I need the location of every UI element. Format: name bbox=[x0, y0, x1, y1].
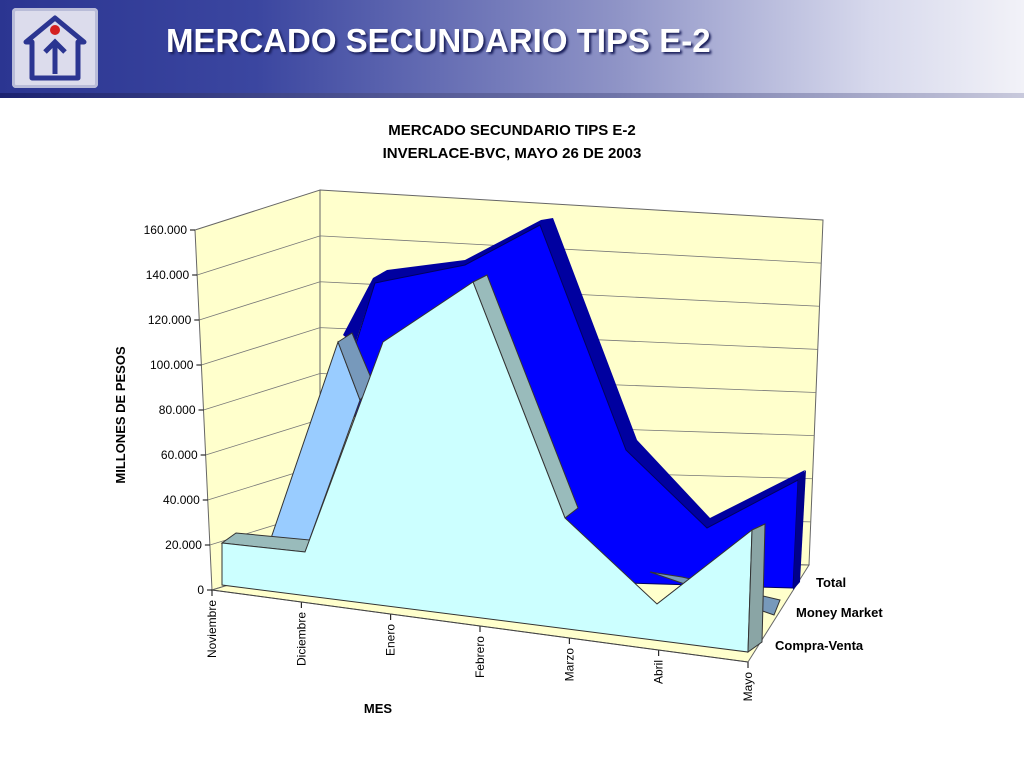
x-tick-label: Diciembre bbox=[294, 612, 308, 666]
x-tick-label: Mayo bbox=[741, 672, 755, 702]
grid-line bbox=[197, 235, 822, 276]
series-compra-venta bbox=[220, 274, 766, 653]
grid-line bbox=[199, 281, 820, 321]
y-tick-label: 0 bbox=[197, 583, 204, 597]
chart-subtitle: INVERLACE-BVC, MAYO 26 DE 2003 bbox=[383, 145, 642, 162]
series-label-money-market: Money Market bbox=[796, 605, 883, 620]
header-shadow bbox=[0, 93, 1024, 98]
y-axis-title: MILLONES DE PESOS bbox=[113, 346, 128, 484]
total-side bbox=[793, 470, 806, 590]
y-tick-label: 20.000 bbox=[165, 538, 202, 552]
x-tick-label: Abril bbox=[652, 660, 666, 684]
y-tick-label: 80.000 bbox=[159, 403, 196, 417]
y-axis-ticks: 0 20.000 40.000 60.000 80.000 100.000 120.000 1… bbox=[144, 223, 212, 597]
page-title: MERCADO SECUNDARIO TIPS E-2 bbox=[166, 22, 711, 59]
y-tick-label: 40.000 bbox=[163, 493, 200, 507]
y-tick-label: 160.000 bbox=[144, 223, 188, 237]
x-tick-label: Marzo bbox=[562, 648, 576, 682]
x-axis-title: MES bbox=[364, 701, 393, 716]
x-tick-label: Noviembre bbox=[205, 600, 219, 658]
grid-line bbox=[203, 373, 817, 411]
y-tick-label: 60.000 bbox=[161, 448, 198, 462]
compra-venta-area bbox=[221, 281, 753, 653]
header-bar bbox=[0, 0, 1024, 98]
compra-venta-side bbox=[747, 523, 766, 653]
chart-title: MERCADO SECUNDARIO TIPS E-2 bbox=[388, 122, 636, 139]
y-tick-label: 120.000 bbox=[148, 313, 192, 327]
x-tick-label: Febrero bbox=[473, 636, 487, 678]
series-label-compra-venta: Compra-Venta bbox=[775, 638, 864, 653]
total-depth-top bbox=[343, 218, 805, 528]
x-axis-line bbox=[211, 589, 749, 663]
x-tick-label: Enero bbox=[384, 624, 398, 656]
x-axis-ticks: Noviembre Diciembre Enero Febrero Marzo Abril… bbox=[205, 589, 755, 702]
series-label-total: Total bbox=[816, 575, 846, 590]
y-tick-label: 100.000 bbox=[150, 358, 194, 372]
grid-line bbox=[201, 327, 818, 366]
y-tick-label: 140.000 bbox=[146, 268, 190, 282]
house-arrow-icon bbox=[12, 8, 98, 88]
